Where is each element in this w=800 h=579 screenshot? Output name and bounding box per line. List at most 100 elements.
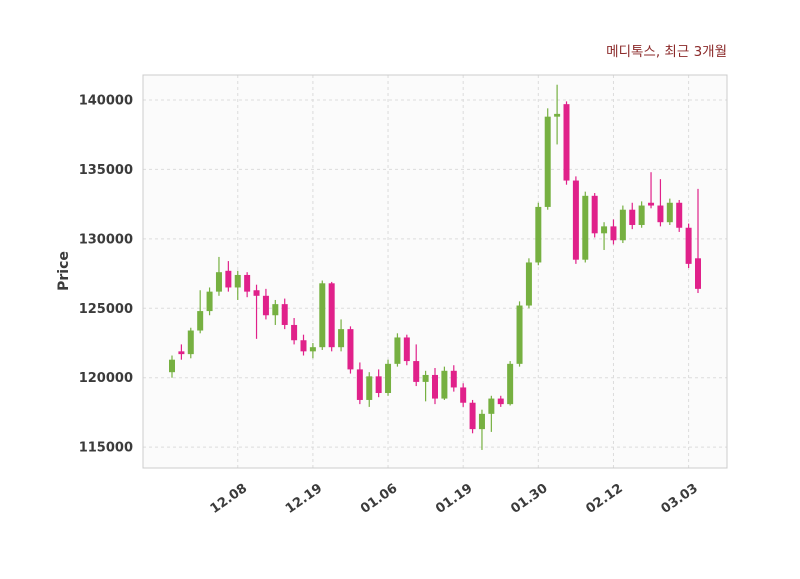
candle [300,334,307,356]
candle-body [648,202,655,206]
candle [648,172,655,209]
candle [253,284,260,339]
candle-body [638,205,645,225]
candle [347,326,354,374]
candles-group [169,84,701,450]
gridlines [143,75,727,468]
candle-body [582,195,589,260]
x-tick-label: 03.03 [659,481,701,517]
candle-body [394,337,401,364]
candle [291,318,298,345]
candle [215,256,222,296]
candle [478,409,485,450]
candle [338,319,345,352]
candle [244,272,251,298]
candle [281,298,288,330]
y-tick-label: 130000 [79,232,133,247]
candle [497,395,504,407]
candle-body [525,262,532,306]
candle-body [253,290,260,296]
candle [356,362,363,405]
candle-body [544,116,551,207]
x-tick-label: 01.19 [433,481,475,517]
candle [422,370,429,402]
candle-body [262,295,269,316]
candle-body [695,258,701,289]
candle-body [225,270,232,288]
candle-body [300,340,307,352]
plot-border [142,74,728,469]
candle-body [516,305,523,364]
candle [610,219,617,245]
candle-body [328,283,335,348]
candle [535,202,542,266]
candle-body [563,104,570,181]
candle [685,223,692,269]
candle [450,365,457,392]
candle-body [244,274,251,292]
x-axis-ticks: 12.08 12.19 01.06 01.19 01.30 02.12 03.03 [208,481,701,517]
candle-body [535,206,542,263]
candle [319,280,326,350]
candle [413,344,420,387]
candle-body [629,209,636,225]
candle-body [666,202,673,223]
candle-body [685,227,692,264]
candle [272,299,279,325]
candle [525,258,532,309]
candle [197,290,204,334]
chart-title: 메디톡스, 최근 3개월 [606,44,727,60]
candle [206,287,213,316]
candle-body [215,272,222,292]
y-tick-label: 140000 [79,93,133,108]
candle [657,179,664,227]
candle [638,201,645,228]
x-tick-label: 01.30 [508,481,550,517]
candle [469,399,476,434]
y-tick-label: 120000 [79,371,133,386]
x-tick-label: 12.08 [208,481,250,517]
y-axis-ticks: 115000 120000 125000 130000 135000 140000 [79,93,133,455]
y-tick-label: 135000 [79,163,133,178]
candle [488,395,495,432]
candle-body [610,226,617,241]
candle-body [272,304,279,316]
candle-body [375,376,382,394]
candle [178,344,185,360]
candle-body [432,374,438,399]
candle-body [206,291,213,312]
candle-body [497,398,504,405]
candle [385,359,392,396]
candle [516,301,523,367]
candle [582,191,589,263]
candle-body [178,351,185,355]
candle [328,281,335,352]
candle [225,261,232,292]
candle-body [403,337,410,362]
candle [619,205,626,244]
candle-body [572,180,579,260]
candle-body [366,376,373,400]
y-axis-label: Price [56,251,72,291]
candle [666,198,673,225]
candle-body [460,387,467,403]
candle-body [554,113,561,117]
candle [432,368,438,405]
candle-body [657,205,664,223]
candle-body [422,374,429,382]
candle [695,188,701,294]
candle [403,334,410,366]
candle [366,372,373,407]
candle-body [676,202,683,228]
candle [460,383,467,407]
candle-body [169,359,175,373]
candle [394,333,401,367]
candle [629,202,636,230]
candle-body [488,398,495,414]
candle-body [601,226,608,234]
candle-body [413,361,420,382]
x-tick-label: 01.06 [358,481,400,517]
candle-body [234,274,241,288]
candle [169,355,175,378]
